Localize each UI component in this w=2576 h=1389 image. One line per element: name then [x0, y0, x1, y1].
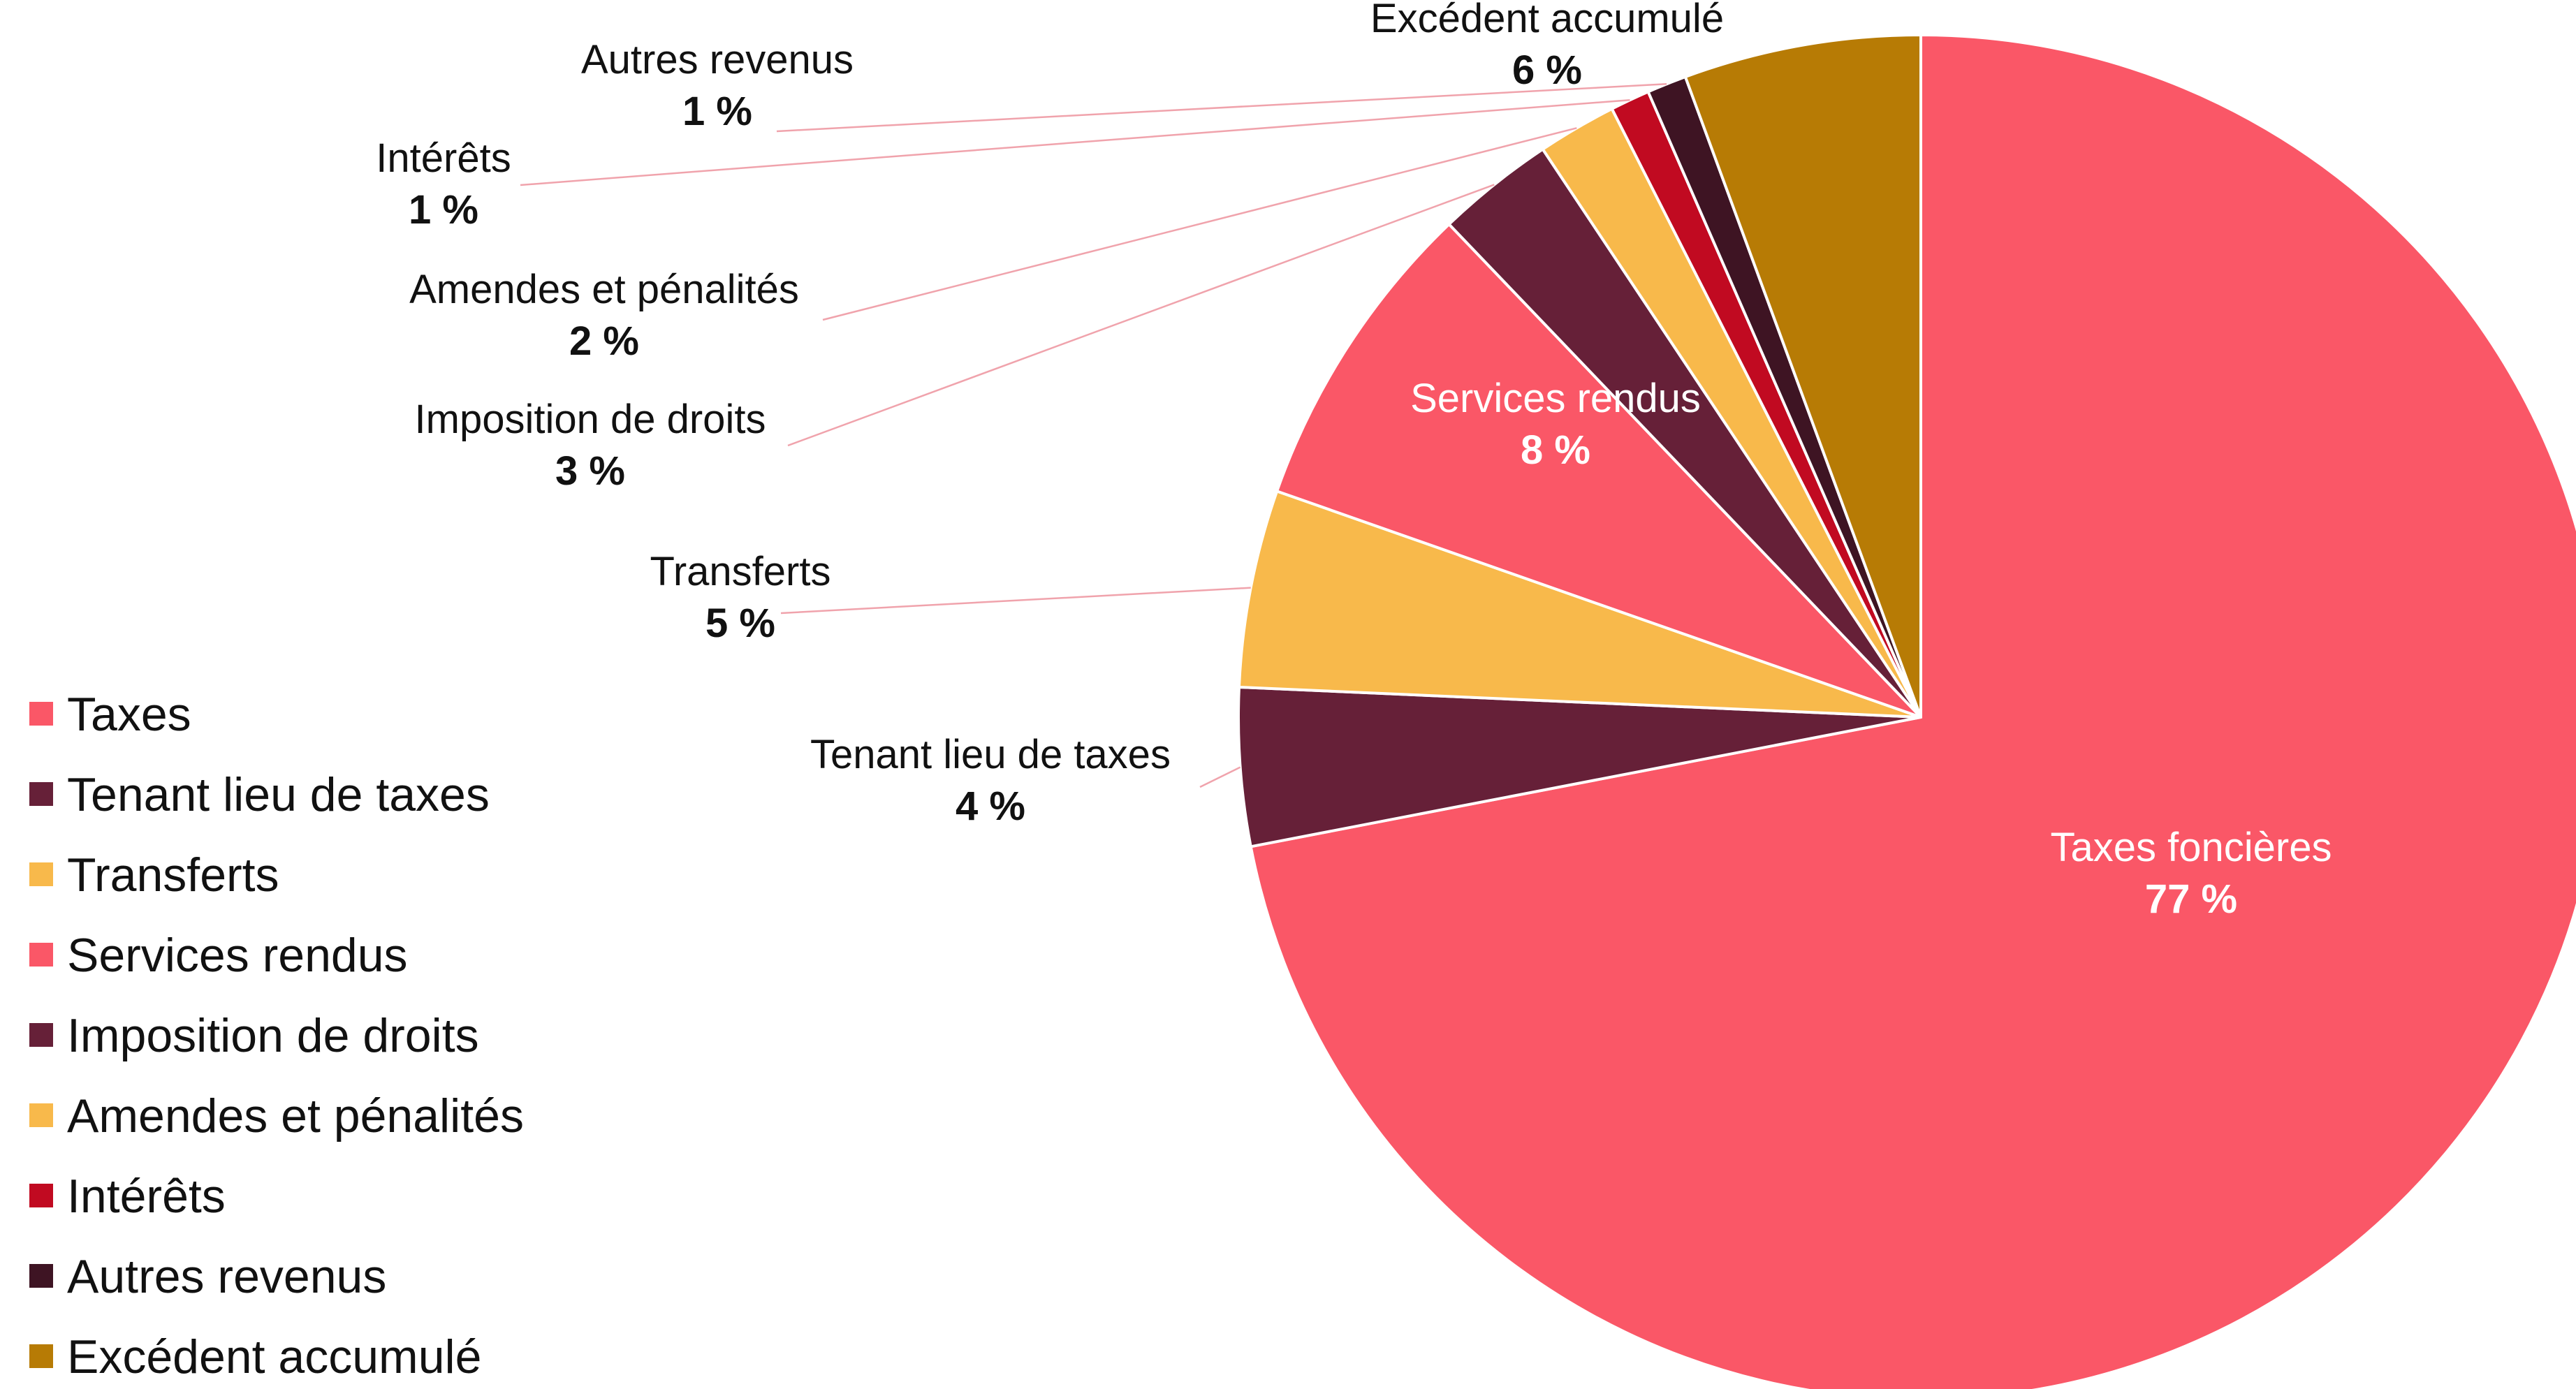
- slice-value-transferts: 5 %: [705, 601, 775, 646]
- leader-line-transferts: [780, 587, 1251, 615]
- legend-label: Autres revenus: [67, 1250, 386, 1303]
- leader-line-interets: [520, 98, 1630, 186]
- pie-slices: [1237, 33, 2576, 1389]
- legend-label: Intérêts: [67, 1170, 226, 1223]
- pie-slice-excedent-accumule: [1683, 33, 1922, 718]
- legend-label: Amendes et pénalités: [67, 1089, 524, 1142]
- slice-value-taxes-foncieres: 77 %: [2145, 876, 2237, 922]
- legend-label: Services rendus: [67, 929, 408, 982]
- legend-swatch: [29, 782, 53, 806]
- pie-slice-taxes-foncieres: [1249, 33, 2576, 1389]
- legend-swatch: [29, 1103, 53, 1127]
- legend-item-transferts: Transferts: [29, 848, 279, 902]
- legend-item-excedent-accumule: Excédent accumulé: [29, 1330, 481, 1383]
- slice-label-interets: Intérêts: [376, 135, 511, 181]
- slice-label-amendes-et-penalites: Amendes et pénalités: [409, 267, 799, 312]
- legend-label: Taxes: [67, 688, 191, 741]
- slice-label-autres-revenus: Autres revenus: [581, 37, 854, 82]
- legend-swatch: [29, 862, 53, 886]
- slice-label-taxes-foncieres: Taxes foncières: [2051, 825, 2332, 870]
- legend-label: Imposition de droits: [67, 1009, 479, 1062]
- legend-swatch: [29, 1023, 53, 1047]
- legend-swatch: [29, 1344, 53, 1368]
- pie-slice-services-rendus: [1275, 222, 1922, 719]
- legend-swatch: [29, 943, 53, 967]
- legend-item-taxes: Taxes: [29, 688, 191, 741]
- legend-item-imposition-de-droits: Imposition de droits: [29, 1009, 479, 1062]
- legend-item-amendes-et-penalites: Amendes et pénalités: [29, 1089, 524, 1142]
- pie-slice-tenant-lieu-de-taxes: [1237, 685, 1922, 848]
- slice-labels: Taxes foncières 77 % Tenant lieu de taxes 4…: [376, 0, 2332, 922]
- legend-item-tenant-lieu-de-taxes: Tenant lieu de taxes: [29, 768, 490, 821]
- slice-value-interets: 1 %: [409, 187, 478, 233]
- slice-value-tenant-lieu-de-taxes: 4 %: [956, 784, 1025, 829]
- leader-line-amendes-et-penalites: [822, 127, 1577, 321]
- legend-label: Excédent accumulé: [67, 1330, 481, 1383]
- legend-label: Transferts: [67, 848, 279, 902]
- slice-value-excedent-accumule: 6 %: [1512, 47, 1582, 93]
- slice-value-amendes-et-penalites: 2 %: [569, 318, 639, 364]
- slice-value-autres-revenus: 1 %: [682, 89, 752, 134]
- slice-value-services-rendus: 8 %: [1521, 427, 1590, 473]
- legend-item-services-rendus: Services rendus: [29, 929, 408, 982]
- leader-line-tenant-lieu-de-taxes: [1199, 766, 1241, 788]
- legend-swatch: [29, 1264, 53, 1288]
- leader-line-autres-revenus: [776, 83, 1667, 133]
- legend-item-autres-revenus: Autres revenus: [29, 1250, 386, 1303]
- leader-lines: [520, 83, 1667, 788]
- legend-swatch: [29, 1184, 53, 1207]
- legend-item-interets: Intérêts: [29, 1170, 226, 1223]
- slice-label-services-rendus: Services rendus: [1410, 376, 1701, 421]
- slice-label-excedent-accumule: Excédent accumulé: [1370, 0, 1724, 41]
- slice-value-imposition-de-droits: 3 %: [555, 448, 625, 494]
- slice-label-imposition-de-droits: Imposition de droits: [415, 397, 766, 442]
- legend-swatch: [29, 702, 53, 726]
- leader-line-imposition-de-droits: [787, 184, 1495, 447]
- slice-label-transferts: Transferts: [650, 549, 831, 594]
- slice-label-tenant-lieu-de-taxes: Tenant lieu de taxes: [810, 732, 1171, 777]
- legend: Taxes Tenant lieu de taxes Transferts Servi…: [29, 688, 524, 1383]
- legend-label: Tenant lieu de taxes: [67, 768, 490, 821]
